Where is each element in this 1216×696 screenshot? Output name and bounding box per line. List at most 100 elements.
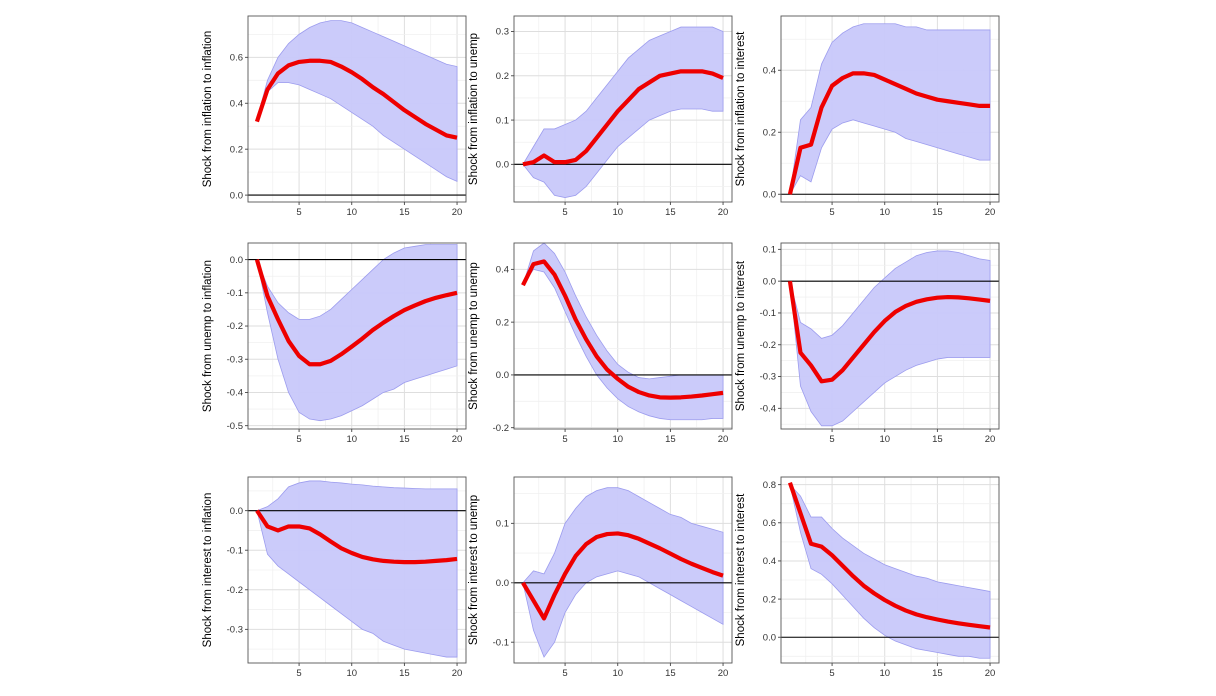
y-tick-label: 0.8 <box>763 480 776 491</box>
y-tick-label: -0.5 <box>227 421 243 432</box>
x-tick-label: 5 <box>296 668 301 679</box>
x-tick-label: 15 <box>932 434 943 445</box>
y-tick-label: 0.4 <box>763 556 776 567</box>
y-tick-label: 0.0 <box>496 370 509 381</box>
y-tick-label: 0.0 <box>230 506 243 517</box>
y-tick-label: 0.3 <box>496 27 509 38</box>
x-tick-label: 15 <box>399 434 410 445</box>
confidence-band <box>522 26 724 198</box>
y-tick-label: -0.3 <box>227 625 243 636</box>
y-tick-label: 0.1 <box>763 245 776 256</box>
x-tick-label: 10 <box>346 668 357 679</box>
irf-line <box>787 71 991 195</box>
confidence-band <box>256 244 458 422</box>
confidence-band <box>789 23 991 195</box>
y-tick-label: -0.1 <box>493 637 509 648</box>
y-tick-label: -0.3 <box>760 372 776 383</box>
y-tick-label: 0.1 <box>496 519 509 530</box>
y-tick-label: 0.0 <box>763 632 776 643</box>
y-tick-label: 0.0 <box>496 160 509 171</box>
y-tick-label: -0.2 <box>493 423 509 434</box>
x-tick-label: 20 <box>985 434 996 445</box>
x-tick-label: 10 <box>346 434 357 445</box>
panel-border <box>780 15 1000 203</box>
x-tick-label: 20 <box>718 668 729 679</box>
y-axis-title: Shock from unemp to interest <box>735 260 747 411</box>
y-axis-title: Shock from interest to inflation <box>202 493 214 648</box>
y-tick-label: 0.4 <box>230 98 243 109</box>
x-tick-label: 20 <box>452 668 463 679</box>
y-tick-label: -0.4 <box>760 404 776 415</box>
panel-border <box>247 242 467 430</box>
y-tick-label: -0.1 <box>227 288 243 299</box>
x-tick-label: 5 <box>562 668 567 679</box>
irf-panel-6: 5 10 15 20 0.1 0.0 -0.1 -0.2 -0.3 -0.4 Shock from … <box>735 242 1000 445</box>
y-axis-title: Shock from inflation to interest <box>735 31 747 186</box>
y-tick-label: -0.3 <box>227 354 243 365</box>
y-axis-title: Shock from inflation to unemp <box>468 33 480 185</box>
y-tick-label: 0.2 <box>763 594 776 605</box>
x-tick-label: 5 <box>829 668 834 679</box>
panel-border <box>513 242 733 430</box>
x-tick-label: 10 <box>879 668 890 679</box>
y-tick-label: 0.6 <box>763 518 776 529</box>
y-tick-label: -0.4 <box>227 388 243 399</box>
x-tick-label: 10 <box>612 668 623 679</box>
x-tick-label: 15 <box>665 434 676 445</box>
irf-line <box>254 259 458 367</box>
y-axis-title: Shock from unemp to inflation <box>202 260 214 412</box>
x-tick-label: 15 <box>932 207 943 218</box>
irf-line <box>521 259 724 400</box>
x-tick-label: 15 <box>665 668 676 679</box>
x-tick-label: 10 <box>879 434 890 445</box>
x-tick-label: 20 <box>985 207 996 218</box>
x-tick-label: 5 <box>562 434 567 445</box>
irf-line <box>787 482 991 630</box>
irf-line <box>521 531 724 621</box>
confidence-band <box>256 20 458 182</box>
irf-panel-7: 5 10 15 20 0.0 -0.1 -0.2 -0.3 Shock from interes… <box>202 476 467 679</box>
irf-panel-3: 5 10 15 20 0.0 0.2 0.4 Shock from inflation to … <box>735 15 1000 218</box>
y-tick-label: -0.2 <box>760 340 776 351</box>
irf-line <box>255 509 458 565</box>
y-tick-label: -0.1 <box>760 308 776 319</box>
x-tick-label: 10 <box>612 207 623 218</box>
irf-line <box>254 58 458 140</box>
panel-border <box>247 15 467 203</box>
irf-panel-9: 5 10 15 20 0.0 0.2 0.4 0.6 0.8 Shock from interes… <box>735 476 1000 679</box>
panel-border <box>247 476 467 664</box>
confidence-band <box>789 483 991 659</box>
y-tick-label: 0.0 <box>763 189 776 200</box>
y-tick-label: 0.0 <box>496 578 509 589</box>
y-tick-label: 0.6 <box>230 53 243 64</box>
x-tick-label: 20 <box>718 207 729 218</box>
irf-panel-4: 5 10 15 20 0.0 -0.1 -0.2 -0.3 -0.4 -0.5 Shock from… <box>202 242 467 445</box>
y-tick-label: 0.2 <box>230 144 243 155</box>
x-tick-label: 10 <box>612 434 623 445</box>
y-tick-label: -0.2 <box>227 321 243 332</box>
x-tick-label: 20 <box>452 434 463 445</box>
y-tick-label: 0.0 <box>230 255 243 266</box>
x-tick-label: 5 <box>829 207 834 218</box>
x-tick-label: 5 <box>562 207 567 218</box>
x-tick-label: 15 <box>665 207 676 218</box>
y-axis-title: Shock from interest to unemp <box>468 495 480 645</box>
y-axis-title: Shock from inflation to inflation <box>202 31 214 188</box>
y-tick-label: 0.4 <box>496 265 509 276</box>
x-tick-label: 10 <box>879 207 890 218</box>
x-tick-label: 5 <box>829 434 834 445</box>
y-tick-label: 0.0 <box>230 190 243 201</box>
y-axis-title: Shock from unemp to unemp <box>468 262 480 410</box>
y-tick-label: 0.2 <box>496 317 509 328</box>
y-tick-label: -0.2 <box>227 585 243 596</box>
irf-panel-8: 5 10 15 20 0.1 0.0 -0.1 Shock from interest to … <box>468 476 733 679</box>
x-tick-label: 15 <box>932 668 943 679</box>
confidence-band <box>789 250 991 427</box>
x-tick-label: 15 <box>399 668 410 679</box>
x-tick-label: 5 <box>296 207 301 218</box>
x-tick-label: 10 <box>346 207 357 218</box>
irf-panel-2: 5 10 15 20 0.0 0.1 0.2 0.3 Shock from inflation … <box>468 15 733 218</box>
panel-border <box>513 476 733 664</box>
y-tick-label: -0.1 <box>227 545 243 556</box>
confidence-band <box>522 487 724 658</box>
